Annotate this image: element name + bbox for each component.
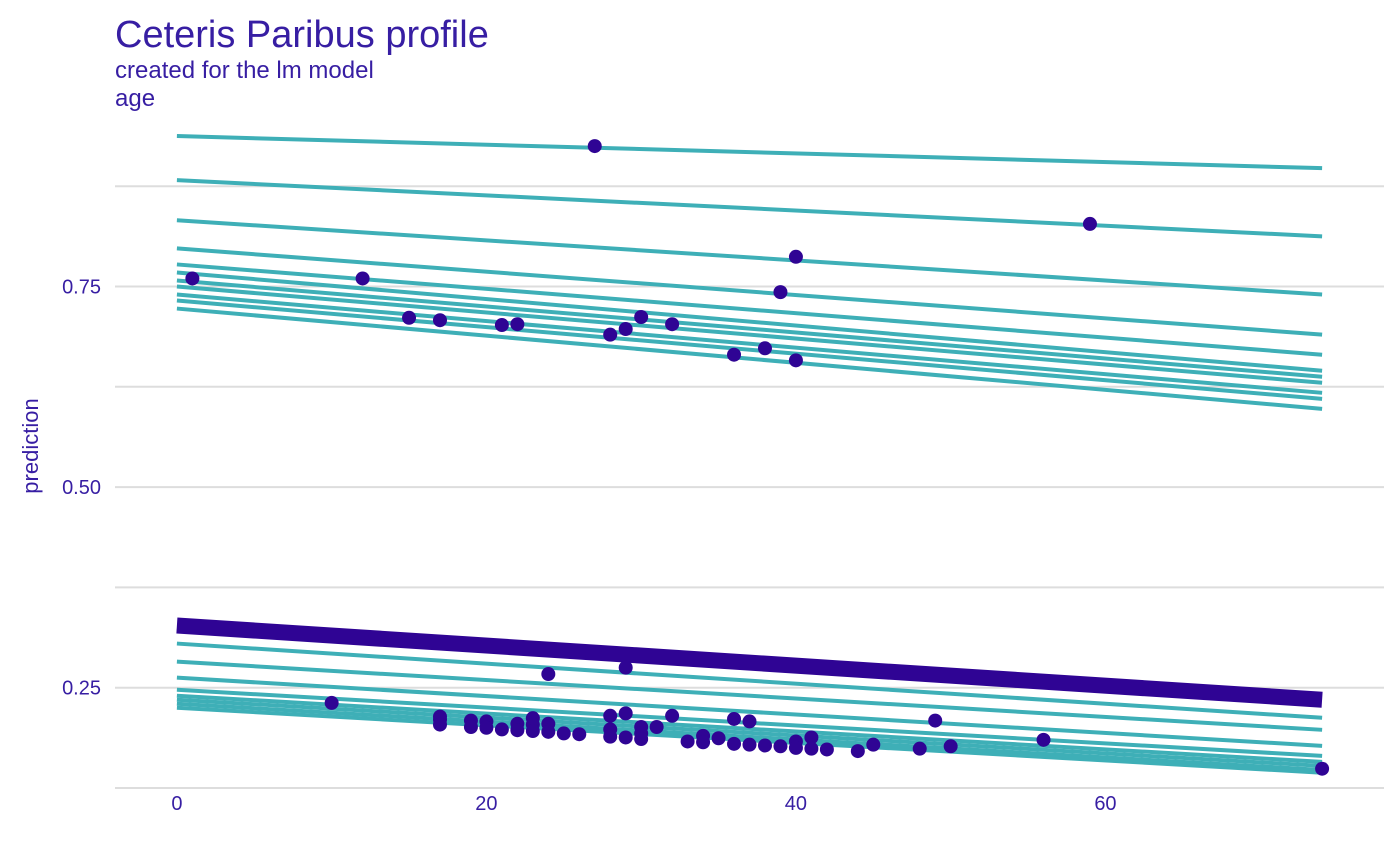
chart-title: Ceteris Paribus profile [115, 14, 489, 56]
observation-point [912, 741, 927, 756]
observation-point [603, 729, 618, 744]
profile-line [176, 178, 1323, 239]
observation-point [788, 249, 803, 264]
observation-point [943, 739, 958, 754]
observation-point [742, 714, 757, 729]
observation-point [788, 353, 803, 368]
observation-point [634, 732, 649, 747]
y-tick-label: 0.25 [62, 678, 101, 700]
observation-point [742, 737, 757, 752]
observation-point [1315, 761, 1330, 776]
profile-line [176, 697, 1323, 768]
observation-point [618, 322, 633, 337]
observation-point [727, 736, 742, 751]
observation-point [866, 737, 881, 752]
observation-point [525, 724, 540, 739]
observation-point [773, 739, 788, 754]
profile-line [176, 701, 1323, 772]
observation-point [479, 720, 494, 735]
facet-label: age [115, 85, 156, 112]
observation-point [711, 731, 726, 746]
x-tick-label: 60 [1094, 793, 1116, 815]
profile-lines [176, 134, 1323, 775]
profile-line [176, 693, 1323, 764]
y-axis-ticks: 0.25 0.50 0.75 [62, 277, 101, 700]
observation-points [185, 139, 1330, 776]
observation-point [819, 742, 834, 757]
y-tick-label: 0.75 [62, 277, 101, 299]
observation-point [541, 667, 556, 682]
profile-line [176, 659, 1323, 732]
observation-point [587, 139, 602, 154]
observation-point [603, 708, 618, 723]
observation-point [355, 271, 370, 286]
observation-point [603, 327, 618, 342]
observation-point [510, 317, 525, 332]
aggregated-profile [176, 617, 1323, 708]
observation-point [696, 735, 711, 750]
observation-point [185, 271, 200, 286]
observation-point [402, 310, 417, 325]
observation-point [618, 660, 633, 675]
observation-point [618, 706, 633, 721]
profile-line [176, 675, 1323, 748]
observation-point [1036, 732, 1051, 747]
observation-point [572, 727, 587, 742]
observation-point [541, 724, 556, 739]
observation-point [556, 726, 571, 741]
observation-point [928, 713, 943, 728]
profile-line [176, 246, 1323, 337]
observation-point [850, 744, 865, 759]
x-tick-label: 20 [475, 793, 497, 815]
profile-line [176, 306, 1323, 411]
profile-line [176, 641, 1323, 720]
y-tick-label: 0.50 [62, 477, 101, 499]
observation-point [618, 730, 633, 745]
observation-point [727, 711, 742, 726]
observation-point [680, 734, 695, 749]
profile-line [176, 284, 1323, 385]
profile-line [176, 298, 1323, 401]
observation-point [757, 341, 772, 356]
observation-point [665, 708, 680, 723]
observation-point [804, 730, 819, 745]
profile-line [176, 270, 1323, 373]
observation-point [432, 717, 447, 732]
observation-point [665, 317, 680, 332]
observation-point [1082, 216, 1097, 231]
observation-point [494, 318, 509, 333]
profile-line [176, 292, 1323, 395]
observation-point [634, 309, 649, 324]
observation-point [649, 720, 664, 735]
observation-point [324, 695, 339, 710]
observation-point [804, 741, 819, 756]
observation-point [494, 722, 509, 737]
observation-point [432, 313, 447, 328]
observation-point [757, 738, 772, 753]
observation-point [510, 723, 525, 738]
profile-line [176, 278, 1323, 379]
x-tick-label: 40 [785, 793, 807, 815]
profile-line [176, 134, 1323, 171]
x-tick-label: 0 [171, 793, 182, 815]
profile-line [176, 218, 1323, 297]
observation-point [463, 720, 478, 735]
x-axis-ticks: 0 20 40 60 [171, 793, 1116, 815]
observation-point [773, 285, 788, 300]
observation-point [727, 347, 742, 362]
observation-point [788, 740, 803, 755]
aggregated-profile-line [176, 617, 1323, 708]
chart-subtitle: created for the lm model [115, 57, 374, 84]
